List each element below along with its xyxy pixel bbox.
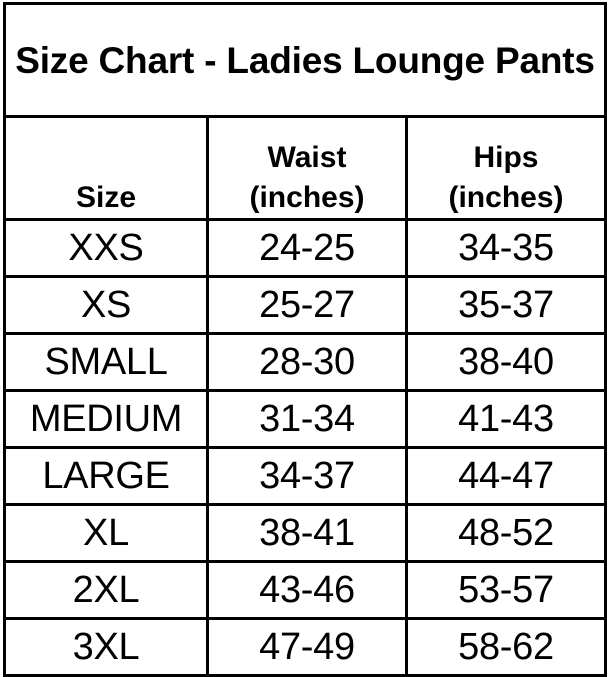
cell-size: 3XL bbox=[3, 617, 209, 677]
table-row: SMALL 28-30 38-40 bbox=[3, 332, 607, 392]
cell-hips: 58-62 bbox=[405, 617, 607, 677]
cell-size: LARGE bbox=[3, 446, 209, 506]
table-row: XXS 24-25 34-35 bbox=[3, 218, 607, 278]
cell-waist: 38-41 bbox=[206, 503, 408, 563]
cell-size: XL bbox=[3, 503, 209, 563]
table-row: XS 25-27 35-37 bbox=[3, 275, 607, 335]
cell-size: XS bbox=[3, 275, 209, 335]
table-row: LARGE 34-37 44-47 bbox=[3, 446, 607, 506]
cell-hips: 53-57 bbox=[405, 560, 607, 620]
chart-title-line-1: Size Chart - Ladies Lounge bbox=[15, 39, 485, 81]
column-header-waist-line-2: (inches) bbox=[249, 181, 365, 214]
column-header-size-line-1: Size bbox=[75, 181, 137, 214]
cell-waist: 31-34 bbox=[206, 389, 408, 449]
cell-size: MEDIUM bbox=[3, 389, 209, 449]
table-row: MEDIUM 31-34 41-43 bbox=[3, 389, 607, 449]
cell-hips: 41-43 bbox=[405, 389, 607, 449]
cell-size: 2XL bbox=[3, 560, 209, 620]
cell-hips: 35-37 bbox=[405, 275, 607, 335]
table-row: 3XL 47-49 58-62 bbox=[3, 617, 607, 677]
cell-hips: 38-40 bbox=[405, 332, 607, 392]
column-header-hips-line-2: (inches) bbox=[448, 181, 564, 214]
cell-hips: 34-35 bbox=[405, 218, 607, 278]
cell-waist: 25-27 bbox=[206, 275, 408, 335]
cell-waist: 34-37 bbox=[206, 446, 408, 506]
column-header-waist-line-1: Waist bbox=[267, 141, 347, 174]
cell-size: XXS bbox=[3, 218, 209, 278]
column-header-size: Size bbox=[3, 115, 209, 221]
size-chart-table: Size Chart - Ladies Lounge Pants Size Wa… bbox=[3, 2, 607, 677]
title-row: Size Chart - Ladies Lounge Pants bbox=[3, 2, 607, 118]
cell-waist: 24-25 bbox=[206, 218, 408, 278]
cell-waist: 43-46 bbox=[206, 560, 408, 620]
cell-hips: 48-52 bbox=[405, 503, 607, 563]
size-chart-container: Size Chart - Ladies Lounge Pants Size Wa… bbox=[3, 2, 607, 677]
cell-hips: 44-47 bbox=[405, 446, 607, 506]
cell-size: SMALL bbox=[3, 332, 209, 392]
table-row: 2XL 43-46 53-57 bbox=[3, 560, 607, 620]
column-header-waist: Waist (inches) bbox=[206, 115, 408, 221]
column-header-hips: Hips (inches) bbox=[405, 115, 607, 221]
cell-waist: 28-30 bbox=[206, 332, 408, 392]
cell-waist: 47-49 bbox=[206, 617, 408, 677]
column-header-hips-line-1: Hips bbox=[473, 141, 539, 174]
chart-title-line-2: Pants bbox=[495, 39, 595, 81]
chart-title: Size Chart - Ladies Lounge Pants bbox=[3, 2, 607, 118]
header-row: Size Waist (inches) Hips (inches) bbox=[3, 115, 607, 221]
table-row: XL 38-41 48-52 bbox=[3, 503, 607, 563]
